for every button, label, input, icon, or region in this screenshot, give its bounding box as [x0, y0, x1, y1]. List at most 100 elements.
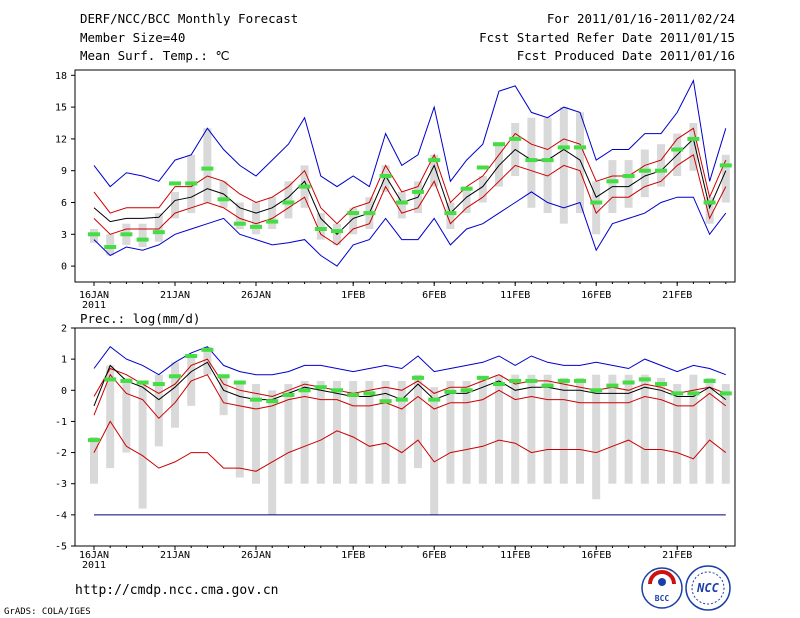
temperature-plot-frame	[74, 69, 736, 283]
ncc-logo-text: NCC	[696, 581, 719, 595]
control-marker	[185, 354, 198, 359]
spread-box	[154, 213, 163, 242]
control-marker	[169, 181, 181, 186]
control-marker	[266, 219, 279, 224]
control-marker	[298, 388, 311, 393]
spread-box	[381, 165, 390, 192]
control-marker	[136, 237, 149, 242]
spread-box	[349, 380, 358, 484]
control-marker	[217, 374, 230, 379]
x-tick-year-label: 2011	[82, 560, 106, 571]
control-marker	[88, 438, 100, 443]
spread-box	[689, 374, 698, 484]
control-marker	[104, 377, 117, 382]
control-marker	[574, 145, 586, 150]
x-tick-label: 21JAN	[160, 550, 190, 561]
spread-box	[106, 365, 115, 469]
control-marker	[233, 221, 246, 226]
y-tick-label: -5	[55, 542, 67, 553]
series-lower-line	[93, 373, 727, 420]
control-marker	[638, 168, 651, 173]
spread-box	[446, 380, 455, 484]
control-marker	[250, 397, 262, 402]
spread-box	[138, 384, 147, 509]
control-marker	[298, 184, 311, 189]
x-tick-label: 16FEB	[581, 550, 611, 561]
x-tick-year-label: 2011	[82, 300, 106, 311]
control-marker	[557, 145, 570, 150]
control-marker	[379, 174, 392, 178]
ncc-logo: NCC	[685, 565, 731, 611]
control-marker	[655, 382, 667, 387]
control-marker	[395, 200, 408, 205]
control-marker	[412, 189, 424, 194]
spread-box	[365, 380, 374, 484]
footer-url[interactable]: http://cmdp.ncc.cma.gov.cn	[75, 583, 279, 598]
x-tick-label: 16FEB	[581, 290, 611, 301]
control-marker	[233, 380, 246, 385]
series-lower-line	[93, 153, 727, 246]
spread-box	[316, 380, 325, 484]
spread-box	[559, 377, 568, 484]
series-mean-line	[93, 137, 727, 236]
spread-box	[657, 144, 665, 187]
y-tick-label: -1	[55, 417, 67, 428]
y-tick-label: -2	[55, 448, 67, 459]
x-tick-label: 21JAN	[160, 290, 190, 301]
spread-box	[527, 374, 536, 484]
spread-box	[414, 374, 422, 469]
spread-box	[705, 377, 714, 484]
spread-box	[608, 374, 617, 484]
control-marker	[541, 383, 554, 388]
series-ensemble-min-line	[93, 420, 727, 472]
spread-box	[397, 191, 406, 219]
spread-box	[203, 128, 212, 203]
spread-box	[171, 362, 179, 428]
series-ensemble-max-line	[93, 79, 727, 188]
series-upper-line	[93, 127, 727, 225]
y-tick-label: 3	[61, 230, 67, 241]
y-tick-label: 0	[61, 386, 67, 397]
control-marker	[687, 391, 700, 396]
fcst-started-date: Fcst Started Refer Date 2011/01/15	[479, 30, 735, 45]
spread-box	[689, 123, 698, 171]
series-ensemble-max-line	[93, 345, 726, 376]
spread-box	[495, 374, 503, 484]
chart-title: DERF/NCC/BCC Monthly Forecast	[80, 11, 298, 26]
control-marker	[622, 174, 635, 178]
x-tick-label: 6FEB	[422, 550, 446, 561]
control-marker	[703, 378, 716, 383]
spread-box	[624, 374, 633, 484]
x-tick-label: 1FEB	[341, 550, 365, 561]
control-marker	[557, 378, 570, 383]
control-marker	[509, 136, 522, 141]
grads-credit: GrADS: COLA/IGES	[4, 607, 91, 617]
spread-box	[543, 117, 552, 214]
control-marker	[590, 388, 603, 393]
control-marker	[347, 392, 360, 397]
control-marker	[476, 375, 489, 380]
control-marker	[476, 165, 489, 170]
bcc-logo: BCC	[641, 567, 683, 609]
series-upper-line	[93, 358, 726, 398]
control-marker	[428, 397, 441, 402]
control-marker	[638, 377, 651, 382]
control-marker	[185, 181, 198, 186]
x-tick-label: 26JAN	[241, 290, 271, 301]
spread-box	[640, 374, 649, 484]
control-marker	[152, 382, 165, 387]
forecast-period: For 2011/01/16-2011/02/24	[547, 11, 735, 26]
spread-box	[462, 380, 471, 484]
spread-box	[543, 374, 552, 484]
spread-box	[316, 213, 325, 240]
spread-box	[219, 374, 228, 416]
bcc-logo-text: BCC	[655, 594, 670, 603]
x-tick-label: 21FEB	[662, 550, 692, 561]
control-marker	[120, 232, 133, 237]
control-marker	[719, 391, 732, 396]
control-marker	[169, 374, 181, 379]
control-marker	[331, 229, 343, 234]
spread-box	[381, 380, 390, 484]
control-marker	[444, 389, 457, 394]
